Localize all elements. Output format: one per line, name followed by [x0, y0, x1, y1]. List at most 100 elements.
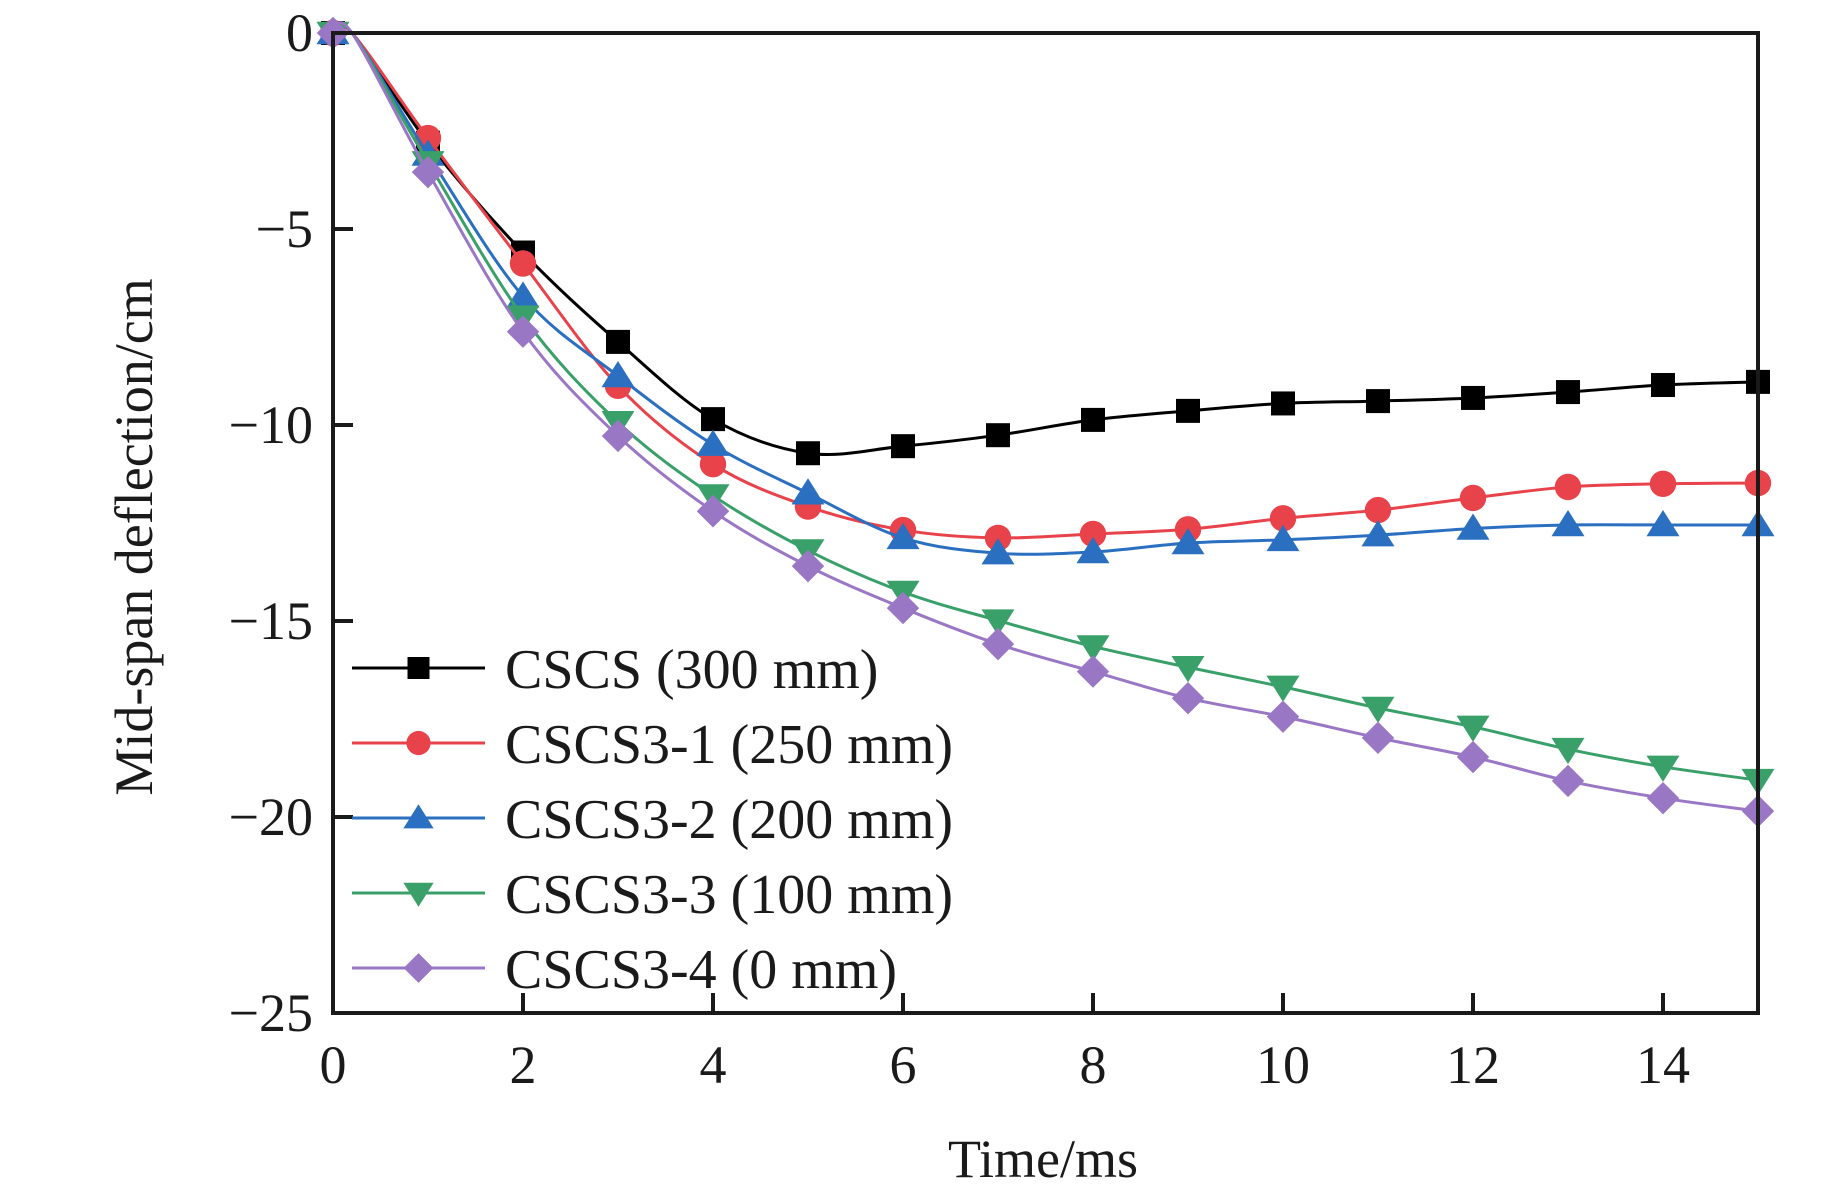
- data-point: [981, 609, 1015, 636]
- data-point: [791, 549, 825, 583]
- series-line: [331, 22, 1760, 556]
- data-point: [1364, 496, 1392, 524]
- y-tick-label: −5: [256, 199, 313, 259]
- y-tick-label: −25: [229, 983, 313, 1043]
- x-axis-title: Time/ms: [948, 1129, 1138, 1189]
- data-point: [891, 434, 915, 459]
- x-tick-label: 4: [700, 1035, 727, 1095]
- data-point: [1271, 391, 1295, 416]
- data-point: [699, 451, 727, 478]
- data-point: [506, 315, 540, 348]
- data-point: [1176, 398, 1200, 423]
- legend: CSCS (300 mm) CSCS3-1 (250 mm) CSCS3-2 (20…: [352, 639, 953, 1001]
- data-point: [1171, 527, 1205, 555]
- data-point: [1646, 755, 1680, 782]
- x-tick-label: 14: [1636, 1035, 1690, 1095]
- data-point: [796, 441, 820, 466]
- data-point: [1456, 715, 1490, 742]
- data-point: [1076, 537, 1110, 564]
- data-point: [981, 627, 1015, 661]
- y-tick-label: −10: [229, 395, 313, 455]
- data-point: [1551, 737, 1585, 765]
- data-point: [1269, 505, 1297, 532]
- legend-label: CSCS3-3 (100 mm): [505, 864, 953, 926]
- data-point: [1266, 675, 1300, 702]
- data-point: [1456, 513, 1490, 540]
- series-cscs-300-mm: [321, 21, 1770, 466]
- data-point: [886, 522, 920, 550]
- data-point: [696, 495, 730, 528]
- data-point: [1551, 764, 1585, 798]
- y-tick-label: −15: [229, 591, 313, 651]
- data-point: [1651, 373, 1675, 398]
- legend-label: CSCS (300 mm): [505, 639, 878, 701]
- data-point: [1361, 696, 1395, 724]
- x-tick-label: 12: [1446, 1035, 1500, 1095]
- data-point: [601, 361, 635, 388]
- data-point: [984, 524, 1012, 552]
- data-point: [1649, 470, 1677, 497]
- plot-frame: [331, 31, 1760, 1015]
- data-point: [1266, 700, 1300, 733]
- data-point: [1456, 740, 1490, 774]
- x-tick-label: 6: [890, 1035, 917, 1095]
- y-tick-label: −20: [229, 787, 313, 847]
- legend-label: CSCS3-2 (200 mm): [505, 789, 953, 851]
- data-point: [1366, 389, 1390, 414]
- data-point: [411, 155, 445, 189]
- data-point: [1361, 721, 1395, 755]
- data-point: [1646, 509, 1680, 537]
- data-point: [1361, 520, 1395, 547]
- data-point: [1079, 520, 1107, 548]
- legend-label: CSCS3-4 (0 mm): [505, 939, 897, 1001]
- legend-item: CSCS3-1 (250 mm): [352, 714, 953, 776]
- data-point: [1556, 380, 1580, 405]
- data-point: [986, 423, 1010, 448]
- series-line: [331, 23, 1760, 540]
- legend-item: CSCS (300 mm): [352, 639, 878, 701]
- data-point: [1171, 682, 1205, 715]
- data-point: [791, 478, 825, 505]
- axes-layer: [331, 31, 1760, 1015]
- legend-label: CSCS3-1 (250 mm): [505, 714, 953, 776]
- data-point: [981, 538, 1015, 565]
- legend-marker-triangle-up-icon: [403, 804, 434, 829]
- data-point: [1551, 509, 1585, 537]
- data-point: [509, 250, 537, 277]
- series-cscs3-1-250-mm: [319, 19, 1772, 552]
- data-point: [601, 419, 635, 453]
- y-tick-label: 0: [286, 3, 313, 63]
- data-point: [506, 281, 540, 308]
- data-point: [1266, 524, 1300, 552]
- data-point: [696, 429, 730, 456]
- x-tick-label: 0: [320, 1035, 347, 1095]
- data-point: [1554, 473, 1582, 501]
- data-point: [1081, 407, 1105, 432]
- data-point: [606, 329, 630, 354]
- data-point: [701, 407, 725, 432]
- legend-item: CSCS3-3 (100 mm): [352, 864, 953, 926]
- data-point: [1076, 655, 1110, 688]
- series-line: [331, 23, 1760, 457]
- legend-item: CSCS3-4 (0 mm): [352, 939, 897, 1001]
- data-point: [1171, 656, 1205, 683]
- data-point: [1076, 635, 1110, 662]
- data-point: [1646, 781, 1680, 815]
- data-point: [1461, 385, 1485, 410]
- x-tick-label: 10: [1256, 1035, 1310, 1095]
- x-tick-label: 2: [510, 1035, 537, 1095]
- ticks-layer: 0 2 4 6 8 10 12 14 0 −5 −10 −15 −20 −25: [229, 3, 1690, 1095]
- data-point: [886, 591, 920, 625]
- series-cscs3-2-200-mm: [316, 18, 1775, 565]
- series-line: [331, 22, 1760, 782]
- x-tick-label: 8: [1080, 1035, 1107, 1095]
- legend-marker-square-icon: [407, 657, 430, 679]
- legend-marker-circle-icon: [406, 730, 431, 756]
- legend-item: CSCS3-2 (200 mm): [352, 789, 953, 851]
- series-layer: [316, 16, 1775, 828]
- legend-marker-diamond-icon: [403, 953, 434, 983]
- data-point: [1459, 484, 1487, 512]
- series-cscs3-4-0-mm: [316, 16, 1775, 828]
- legend-marker-triangle-down-icon: [403, 882, 434, 907]
